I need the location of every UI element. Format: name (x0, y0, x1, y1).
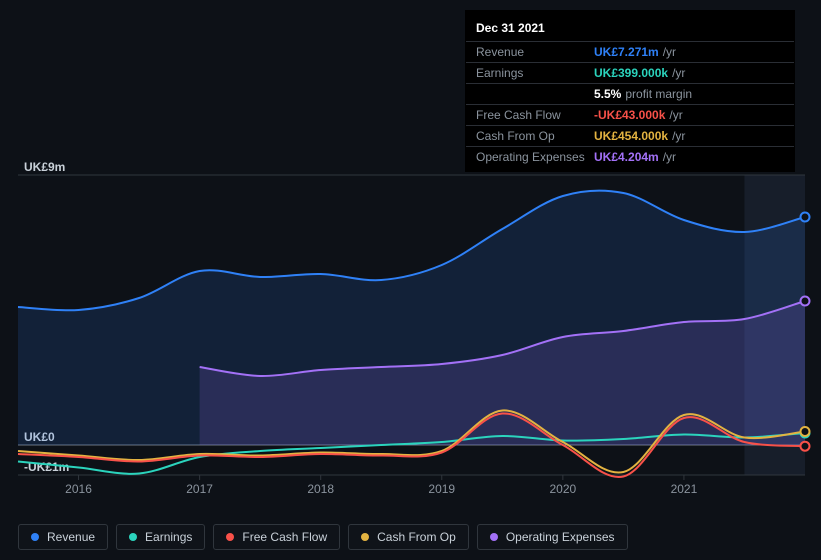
svg-text:2021: 2021 (671, 482, 698, 496)
svg-text:2017: 2017 (186, 482, 213, 496)
tooltip-row: EarningsUK£399.000k/yr (466, 63, 794, 84)
svg-text:UK£9m: UK£9m (24, 160, 65, 174)
tooltip-row-label: Free Cash Flow (476, 108, 594, 122)
tooltip-row-value: UK£7.271m (594, 45, 659, 59)
legend-label: Operating Expenses (506, 530, 615, 544)
legend-item-revenue[interactable]: Revenue (18, 524, 108, 550)
svg-text:2016: 2016 (65, 482, 92, 496)
tooltip-row-label: Earnings (476, 66, 594, 80)
tooltip-row-suffix: /yr (669, 108, 682, 122)
tooltip-row-suffix: /yr (663, 45, 676, 59)
tooltip-extra-value: 5.5% (594, 87, 621, 101)
tooltip-row: Cash From OpUK£454.000k/yr (466, 126, 794, 147)
legend-swatch (490, 533, 498, 541)
legend-swatch (226, 533, 234, 541)
tooltip-row-label: Operating Expenses (476, 150, 594, 164)
tooltip-row-label: Cash From Op (476, 129, 594, 143)
legend-item-earnings[interactable]: Earnings (116, 524, 205, 550)
tooltip-row-suffix: /yr (672, 66, 685, 80)
tooltip-row: Free Cash Flow-UK£43.000k/yr (466, 105, 794, 126)
tooltip-row: Operating ExpensesUK£4.204m/yr (466, 147, 794, 167)
tooltip-row-suffix: /yr (663, 150, 676, 164)
financials-chart-stage: UK£9mUK£0-UK£1m201620172018201920202021 … (0, 0, 821, 560)
legend-swatch (129, 533, 137, 541)
legend-item-cfo[interactable]: Cash From Op (348, 524, 469, 550)
legend-label: Free Cash Flow (242, 530, 327, 544)
legend-label: Revenue (47, 530, 95, 544)
tooltip-row-value: UK£399.000k (594, 66, 668, 80)
svg-text:2018: 2018 (307, 482, 334, 496)
tooltip-extra-text: profit margin (625, 87, 692, 101)
tooltip-row-value: UK£454.000k (594, 129, 668, 143)
tooltip-row-extra: 5.5% profit margin (466, 84, 794, 105)
legend-item-opex[interactable]: Operating Expenses (477, 524, 628, 550)
legend-swatch (31, 533, 39, 541)
tooltip-row: RevenueUK£7.271m/yr (466, 42, 794, 63)
svg-text:2020: 2020 (549, 482, 576, 496)
tooltip-row-suffix: /yr (672, 129, 685, 143)
svg-text:2019: 2019 (428, 482, 455, 496)
tooltip-title: Dec 31 2021 (466, 15, 794, 42)
legend-label: Cash From Op (377, 530, 456, 544)
tooltip-row-value: -UK£43.000k (594, 108, 665, 122)
tooltip-row-label: Revenue (476, 45, 594, 59)
legend-swatch (361, 533, 369, 541)
legend-item-fcf[interactable]: Free Cash Flow (213, 524, 340, 550)
tooltip-row-value: UK£4.204m (594, 150, 659, 164)
legend-label: Earnings (145, 530, 192, 544)
hover-tooltip: Dec 31 2021 RevenueUK£7.271m/yrEarningsU… (465, 10, 795, 172)
legend: Revenue Earnings Free Cash Flow Cash From O… (18, 524, 628, 550)
